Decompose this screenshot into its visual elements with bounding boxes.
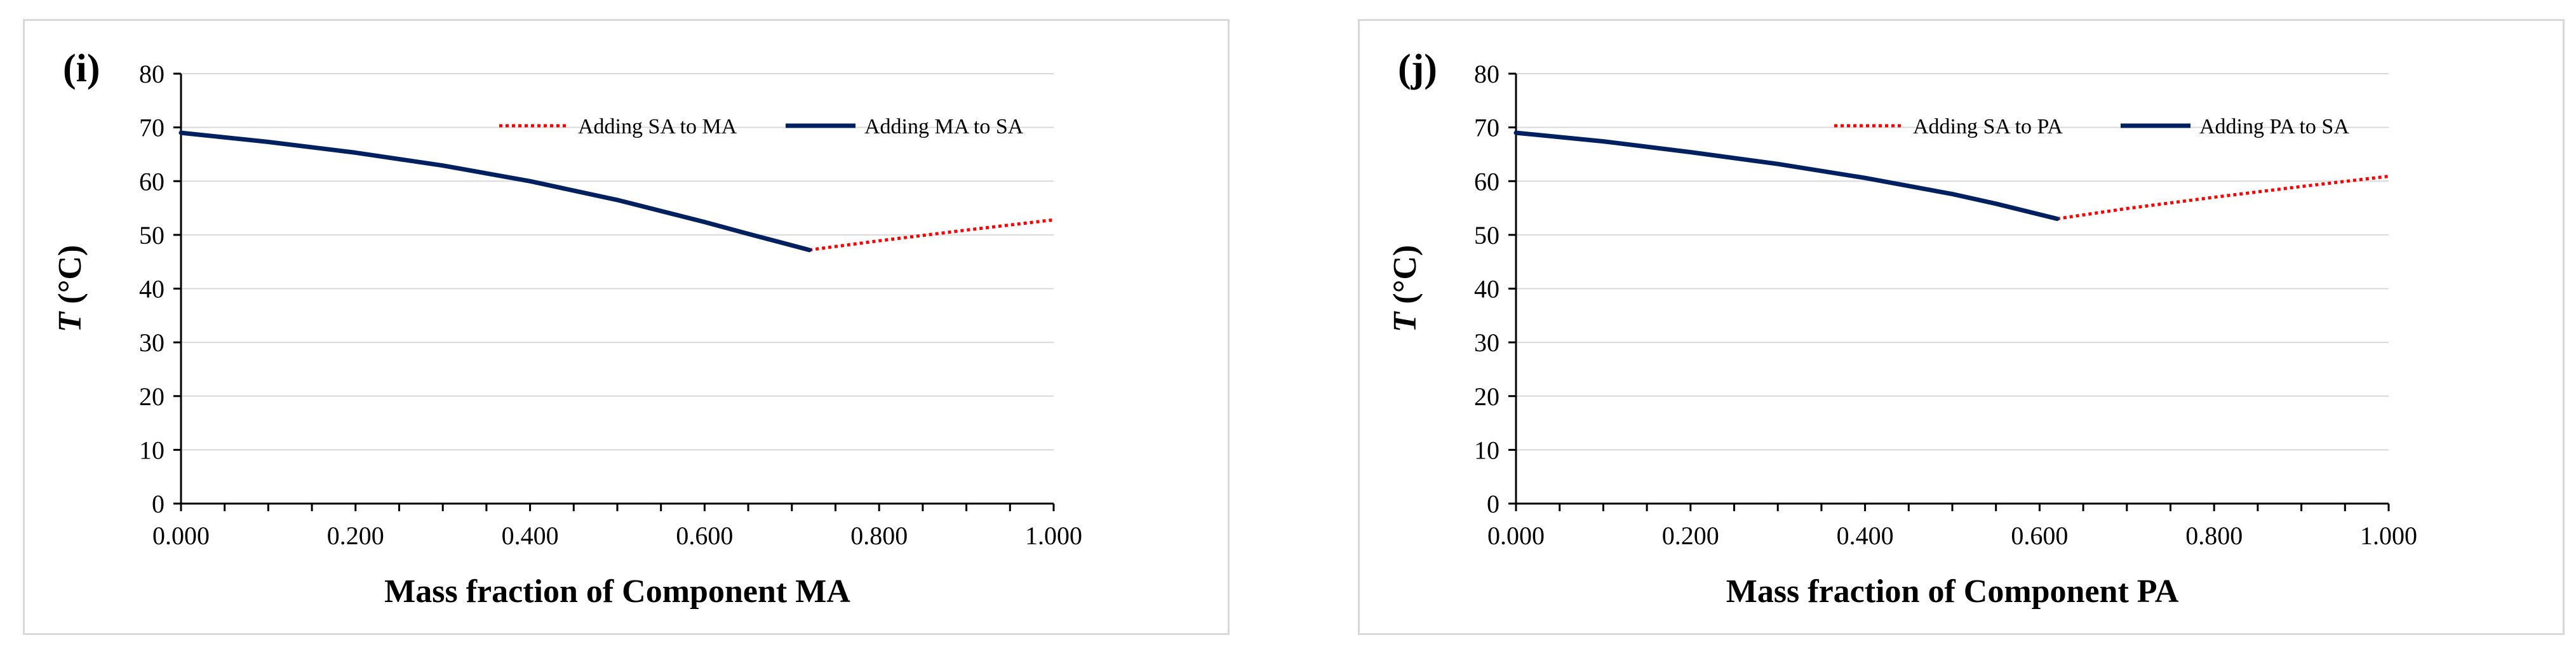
- x-tick-label: 0.200: [327, 521, 384, 550]
- y-tick-label: 0: [1487, 490, 1499, 518]
- series-line-dotted: [2056, 175, 2389, 220]
- x-tick-label: 0.800: [2185, 521, 2243, 550]
- panel-label: (i): [63, 47, 100, 90]
- y-axis-title: T (°C): [1387, 245, 1423, 333]
- series-line-solid: [178, 130, 812, 253]
- y-tick-label: 50: [1474, 221, 1499, 250]
- y-tick-label: 30: [139, 328, 164, 357]
- y-tick-label: 70: [139, 114, 164, 142]
- x-tick-label: 0.400: [502, 521, 559, 550]
- y-axis-title-var: T: [52, 311, 88, 332]
- x-tick-label: 0.200: [1662, 521, 1719, 550]
- legend-label: Adding MA to SA: [864, 115, 1024, 138]
- y-axis-title: T (°C): [52, 245, 88, 333]
- y-tick-label: 80: [1474, 60, 1499, 88]
- x-tick-label: 0.600: [676, 521, 733, 550]
- y-tick-label: 30: [1474, 328, 1499, 357]
- y-axis-title-unit: (°C): [1387, 245, 1423, 312]
- x-axis-title: Mass fraction of Component MA: [384, 573, 850, 610]
- x-tick-label: 0.000: [1487, 521, 1545, 550]
- x-tick-label: 0.800: [850, 521, 908, 550]
- x-tick-label: 0.400: [1837, 521, 1894, 550]
- y-tick-label: 10: [1474, 436, 1499, 464]
- chart-i-svg: 0 10 20 30 40 50 60 70 80 0.000 0.200 0.400 0.600 0.8…: [52, 47, 1082, 610]
- y-tick-label: 80: [139, 60, 164, 88]
- x-tick-label: 1.000: [1025, 521, 1082, 550]
- y-tick-label: 60: [139, 167, 164, 196]
- x-tick-label: 0.600: [2011, 521, 2068, 550]
- y-axis-title-unit: (°C): [52, 245, 88, 312]
- y-tick-label: 10: [139, 436, 164, 464]
- y-tick-label: 60: [1474, 167, 1499, 196]
- y-tick-label: 50: [139, 221, 164, 250]
- series-line-dotted: [808, 218, 1054, 252]
- legend-label: Adding SA to PA: [1913, 115, 2063, 138]
- legend-label: Adding SA to MA: [578, 115, 737, 138]
- chart-j-svg: 0 10 20 30 40 50 60 70 80 0.000 0.200 0.400 0.600 0.8…: [1387, 47, 2417, 610]
- y-tick-label: 40: [1474, 275, 1499, 304]
- y-tick-label: 0: [152, 490, 164, 518]
- chart-panel-j: 0 10 20 30 40 50 60 70 80 0.000 0.200 0.400 0.600 0.8…: [1358, 19, 2565, 635]
- y-tick-label: 70: [1474, 114, 1499, 142]
- y-tick-label: 40: [139, 275, 164, 304]
- x-tick-label: 0.000: [152, 521, 210, 550]
- x-tick-label: 1.000: [2360, 521, 2417, 550]
- chart-panel-i: 0 10 20 30 40 50 60 70 80 0.000 0.200 0.400 0.600 0.8…: [23, 19, 1230, 635]
- y-axis-title-var: T: [1387, 311, 1423, 332]
- y-tick-label: 20: [139, 382, 164, 411]
- series-line-solid: [1513, 130, 2060, 221]
- y-tick-label: 20: [1474, 382, 1499, 411]
- panel-label: (j): [1398, 47, 1437, 90]
- legend-label: Adding PA to SA: [2199, 115, 2349, 138]
- x-axis-title: Mass fraction of Component PA: [1726, 573, 2179, 610]
